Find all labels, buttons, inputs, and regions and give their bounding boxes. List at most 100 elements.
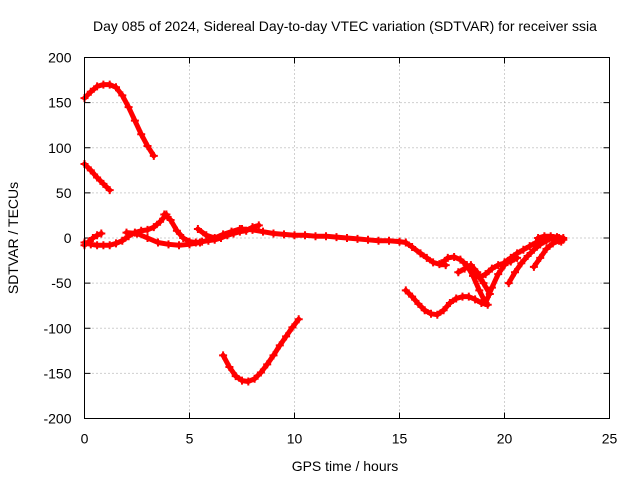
y-tick-label: 0: [64, 230, 72, 246]
data-point: [164, 240, 173, 249]
data-point: [248, 225, 257, 234]
data-point: [149, 223, 158, 232]
plot-area: [80, 80, 568, 386]
data-point: [343, 234, 351, 242]
data-point: [250, 374, 259, 383]
data-point: [86, 166, 95, 175]
data-point: [124, 103, 133, 112]
data-point: [519, 245, 528, 254]
tick-labels: 0 5 10 15 20 25 -200 -150 -100 -50 0 50 100 150 200: [43, 50, 617, 447]
data-point: [288, 323, 297, 332]
series-arc-upper: [80, 80, 158, 160]
data-point: [294, 315, 303, 324]
series-arc-mid: [238, 224, 450, 270]
data-point: [93, 231, 102, 240]
data-point: [433, 310, 442, 319]
data-point: [506, 253, 515, 262]
data-point: [439, 306, 448, 315]
data-point: [445, 298, 454, 307]
data-point: [86, 87, 95, 96]
series-arc-right-end: [534, 232, 568, 242]
series-arc-descending: [80, 159, 114, 195]
data-point: [275, 341, 284, 350]
x-tick-label: 20: [497, 431, 513, 447]
data-point: [322, 232, 330, 241]
data-point: [238, 224, 246, 233]
series-arc-near-zero-c: [122, 228, 204, 250]
data-point: [269, 229, 278, 238]
data-point: [210, 234, 219, 242]
data-point: [105, 241, 114, 250]
data-point: [511, 268, 519, 277]
chart-title: Day 085 of 2024, Sidereal Day-to-day VTE…: [93, 18, 597, 34]
data-point: [225, 363, 234, 372]
series-arc-v: [219, 315, 303, 386]
data-point: [231, 372, 240, 381]
data-point: [494, 270, 503, 279]
data-point: [143, 141, 152, 150]
data-point: [112, 83, 120, 92]
data-point: [84, 237, 93, 246]
data-point: [290, 231, 299, 240]
data-point: [450, 252, 459, 261]
data-point: [202, 231, 211, 240]
data-point: [473, 268, 482, 277]
data-point: [166, 215, 175, 224]
data-point: [517, 259, 526, 268]
y-tick-label: 100: [48, 140, 72, 156]
data-point: [332, 233, 341, 242]
data-point: [118, 91, 127, 100]
y-tick-label: 150: [48, 95, 72, 111]
data-point: [401, 238, 410, 247]
x-tick-label: 0: [81, 431, 89, 447]
y-axis-label: SDTVAR / TECUs: [5, 182, 21, 294]
data-point: [536, 240, 545, 249]
data-point: [156, 217, 165, 226]
data-point: [193, 224, 202, 233]
x-tick-label: 5: [186, 431, 194, 447]
y-tick-label: -200: [43, 411, 71, 427]
data-point: [301, 231, 309, 240]
data-point: [105, 186, 114, 195]
data-point: [469, 271, 477, 280]
data-point: [88, 234, 97, 242]
data-point: [542, 244, 551, 253]
y-tick-label: -50: [51, 275, 71, 291]
data-point: [280, 230, 288, 239]
data-point: [311, 232, 320, 241]
data-point: [487, 283, 496, 292]
data-point: [529, 262, 538, 271]
data-point: [385, 236, 393, 245]
data-point: [420, 306, 429, 315]
data-point: [282, 332, 291, 341]
data-point: [154, 238, 162, 247]
data-point: [452, 294, 461, 303]
data-point: [374, 236, 383, 245]
data-point: [523, 252, 532, 261]
data-point: [513, 249, 522, 258]
data-point: [105, 80, 114, 89]
data-point: [143, 234, 152, 242]
x-axis-label: GPS time / hours: [292, 458, 399, 474]
data-point: [408, 243, 417, 252]
data-point: [536, 253, 545, 262]
data-point: [548, 239, 557, 248]
data-point: [118, 236, 127, 245]
y-tick-label: 50: [56, 185, 72, 201]
data-point: [481, 298, 490, 307]
x-tick-label: 15: [392, 431, 408, 447]
y-tick-label: -150: [43, 365, 71, 381]
data-point: [172, 226, 181, 235]
data-point: [401, 286, 410, 295]
data-point: [429, 258, 438, 267]
data-point: [504, 279, 513, 288]
data-point: [160, 210, 169, 219]
data-point: [500, 258, 509, 267]
data-point: [175, 241, 183, 250]
data-point: [93, 173, 102, 182]
data-point: [422, 253, 431, 262]
data-point: [219, 230, 228, 239]
data-point: [143, 225, 152, 234]
x-tick-label: 10: [287, 431, 303, 447]
data-point: [263, 360, 272, 369]
